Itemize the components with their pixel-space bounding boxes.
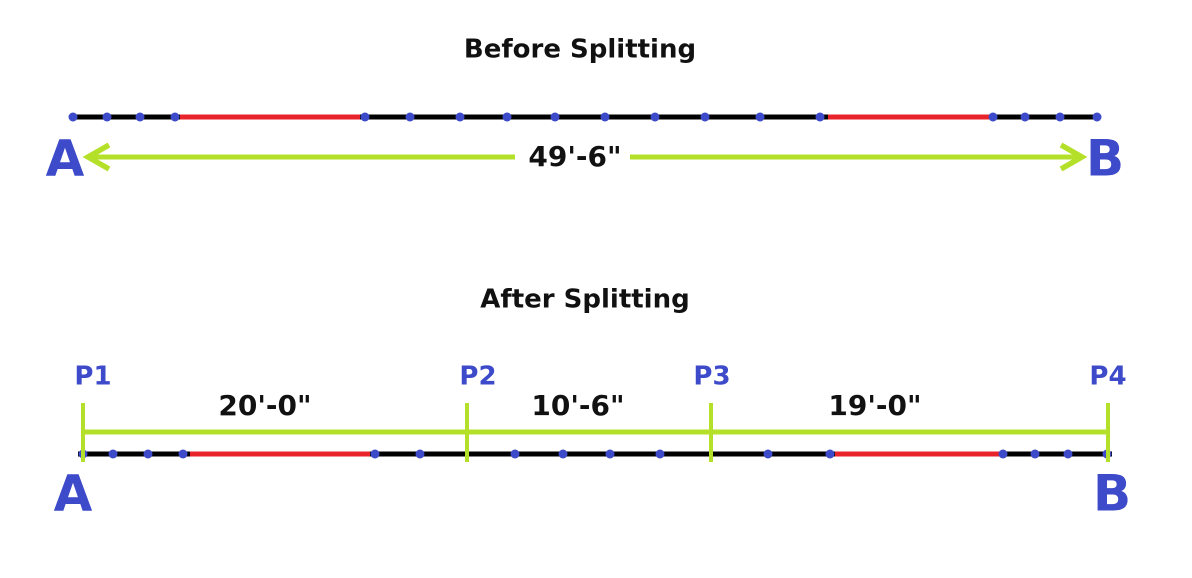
labels: P1 P2 P3 P4 20'-0" 10'-6" 19'-0" <box>74 362 1127 462</box>
dot <box>600 112 610 122</box>
start-label: A <box>46 130 85 188</box>
dot <box>370 449 380 459</box>
dot <box>550 112 560 122</box>
dot <box>1092 112 1102 122</box>
dot <box>763 449 773 459</box>
point-label: P1 <box>74 362 111 392</box>
segment-length: 19'-0" <box>828 389 921 422</box>
dots <box>68 112 1102 122</box>
end-label: B <box>1086 130 1124 188</box>
end-label: B <box>1093 465 1131 523</box>
dot <box>755 112 765 122</box>
start-label: A <box>54 465 93 523</box>
dot <box>415 449 425 459</box>
dot <box>1055 112 1065 122</box>
point-label: P4 <box>1089 362 1126 392</box>
dot <box>102 112 112 122</box>
dot <box>143 449 153 459</box>
dot <box>502 112 512 122</box>
length-label: 49'-6" <box>528 140 621 173</box>
segment-length: 20'-0" <box>218 389 311 422</box>
point-label: P3 <box>693 362 730 392</box>
dot <box>650 112 660 122</box>
dot <box>170 112 180 122</box>
dot <box>455 112 465 122</box>
dot <box>510 449 520 459</box>
dot <box>360 112 370 122</box>
dot <box>605 449 615 459</box>
dot <box>178 449 188 459</box>
dot <box>998 449 1008 459</box>
dot <box>1030 449 1040 459</box>
title: Before Splitting <box>464 35 696 65</box>
dot <box>558 449 568 459</box>
dot <box>700 112 710 122</box>
point-label: P2 <box>459 362 496 392</box>
dots <box>78 449 1112 459</box>
segment-length: 10'-6" <box>531 389 624 422</box>
dot <box>815 112 825 122</box>
dot <box>108 449 118 459</box>
dot <box>135 112 145 122</box>
dot <box>825 449 835 459</box>
dot <box>68 112 78 122</box>
dot <box>655 449 665 459</box>
dot <box>988 112 998 122</box>
dot <box>1020 112 1030 122</box>
dot <box>1063 449 1073 459</box>
title: After Splitting <box>480 285 689 315</box>
dot <box>405 112 415 122</box>
